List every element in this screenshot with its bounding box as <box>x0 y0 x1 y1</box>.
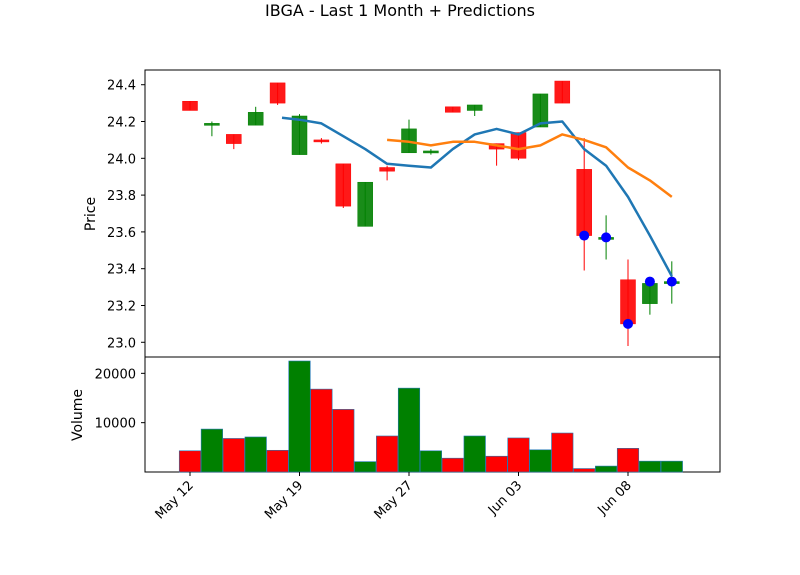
price-tick-label: 24.4 <box>107 79 136 94</box>
price-tick-label: 23.8 <box>107 189 136 204</box>
prediction-point <box>666 276 677 287</box>
volume-bar <box>595 465 618 473</box>
x-tick-label: Jun 08 <box>595 478 635 518</box>
price-tick-label: 24.2 <box>107 116 136 131</box>
price-y-axis: 23.0 23.2 23.4 23.6 23.8 24.0 24.2 24.4 <box>107 79 145 351</box>
candle-body <box>291 115 308 155</box>
volume-tick-label: 10000 <box>95 417 136 432</box>
volume-bar <box>178 450 202 473</box>
candle-body <box>554 80 571 104</box>
candle-body <box>620 279 636 325</box>
volume-bar <box>638 460 661 473</box>
x-axis: May 12 May 19 May 27 Jun 03 Jun 08 <box>153 472 635 522</box>
volume-bar <box>354 461 377 473</box>
volume-bar <box>222 438 245 473</box>
prediction-points <box>579 230 677 329</box>
volume-bar <box>529 449 552 473</box>
volume-bar <box>310 388 333 473</box>
blue-moving-average-line <box>281 116 673 277</box>
prediction-point <box>601 232 612 243</box>
volume-bar <box>288 360 311 473</box>
candle-body <box>423 150 439 154</box>
candle-body <box>269 82 286 104</box>
volume-bar <box>332 409 355 473</box>
volume-y-axis: 10000 20000 <box>95 367 145 432</box>
candle-body <box>247 112 264 126</box>
orange-moving-average-line <box>386 133 673 198</box>
candle-body <box>204 123 220 126</box>
price-tick-label: 23.4 <box>107 263 136 278</box>
volume-bar <box>573 468 596 473</box>
volume-bars <box>178 360 683 473</box>
price-tick-label: 23.2 <box>107 299 136 314</box>
candle-body <box>532 93 549 128</box>
volume-bar <box>660 460 683 473</box>
moving-average-lines <box>281 116 673 277</box>
volume-bar <box>441 457 464 473</box>
volume-panel: 10000 20000 Volume <box>70 356 721 473</box>
chart-title: IBGA - Last 1 Month + Predictions <box>265 1 535 20</box>
price-tick-label: 23.0 <box>107 336 136 351</box>
volume-bar <box>551 432 574 473</box>
volume-axis-label: Volume <box>70 389 86 441</box>
candle-body <box>313 139 330 143</box>
volume-bar <box>397 387 421 473</box>
price-tick-label: 24.0 <box>107 152 136 167</box>
candle-body <box>445 106 461 113</box>
candle-body <box>379 167 395 172</box>
volume-bar <box>463 435 486 473</box>
price-tick-label: 23.6 <box>107 226 136 241</box>
candle-body <box>576 169 592 236</box>
volume-bar <box>266 449 289 473</box>
volume-bar <box>419 450 442 473</box>
candle-body <box>335 163 352 207</box>
x-tick-label: May 12 <box>153 478 197 522</box>
x-tick-label: May 27 <box>372 478 416 522</box>
candle-body <box>466 104 483 111</box>
price-axis-label: Price <box>83 197 99 231</box>
volume-bar <box>507 437 530 473</box>
candle-body <box>357 181 373 227</box>
candle-body <box>182 101 198 111</box>
volume-bar <box>485 455 508 473</box>
volume-tick-label: 20000 <box>95 367 136 382</box>
candle-body <box>226 134 242 144</box>
x-tick-label: May 19 <box>262 478 306 522</box>
volume-bar <box>244 436 267 473</box>
candle-body <box>510 132 527 159</box>
volume-bar <box>200 428 223 473</box>
volume-bar <box>616 448 640 473</box>
volume-bar <box>376 435 399 473</box>
prediction-point <box>644 276 655 287</box>
prediction-point <box>579 230 590 241</box>
price-panel: 23.0 23.2 23.4 23.6 23.8 24.0 24.2 24.4 Price <box>83 69 721 358</box>
prediction-point <box>623 318 633 329</box>
x-tick-label: Jun 03 <box>485 478 525 518</box>
